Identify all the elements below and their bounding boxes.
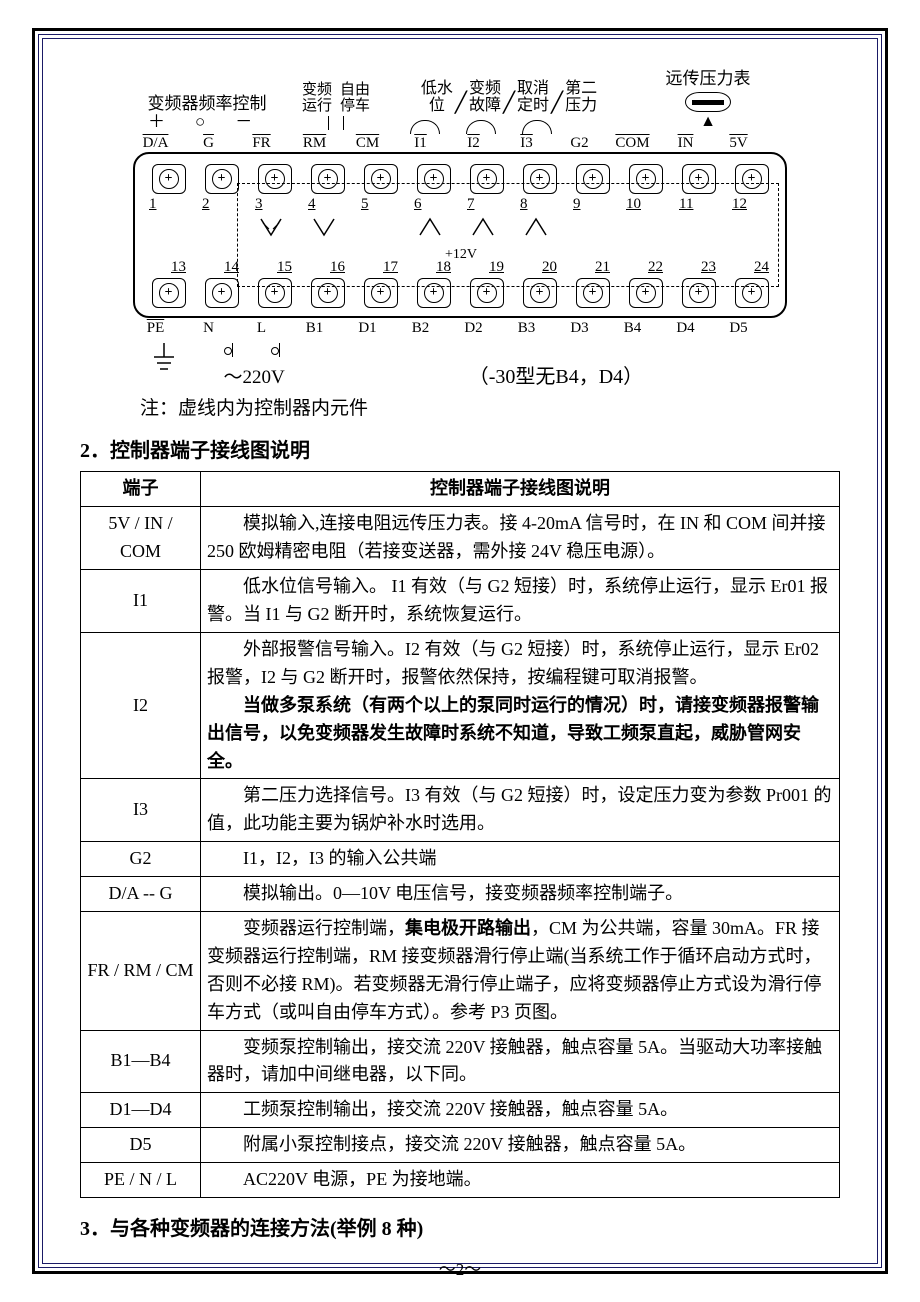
terminal-desc: AC220V 电源，PE 为接地端。 <box>201 1163 840 1198</box>
terminal-key: G2 <box>81 842 201 877</box>
i12v-label: +12V <box>445 247 477 263</box>
terminal-table: 端子 控制器端子接线图说明 5V / IN / COM模拟输入,连接电阻远传压力… <box>80 471 840 1197</box>
terminal-key: 5V / IN / COM <box>81 507 201 570</box>
terminal-key: D1—D4 <box>81 1093 201 1128</box>
power-label: ～220V <box>224 343 285 389</box>
terminal-desc: 变频器运行控制端，集电极开路输出，CM 为公共端，容量 30mA。FR 接变频器… <box>201 911 840 1030</box>
section2-heading: 2．控制器端子接线图说明 <box>80 434 840 463</box>
terminal-block: + + + + + + + + + + + + 12 <box>133 152 787 318</box>
switch-inputs-label: 低水位╱ 变频故障╱ 取消定时╱ 第二压力 <box>390 81 628 131</box>
table-row: 5V / IN / COM模拟输入,连接电阻远传压力表。接 4-20mA 信号时… <box>81 507 840 570</box>
terminal-desc: 模拟输出。0—10V 电压信号，接变频器频率控制端子。 <box>201 877 840 912</box>
table-row: D/A -- G模拟输出。0—10V 电压信号，接变频器频率控制端子。 <box>81 877 840 912</box>
terminal-desc: 低水位信号输入。 I1 有效（与 G2 短接）时，系统停止运行，显示 Er01 … <box>201 570 840 633</box>
table-row: FR / RM / CM变频器运行控制端，集电极开路输出，CM 为公共端，容量 … <box>81 911 840 1030</box>
table-row: I2外部报警信号输入。I2 有效（与 G2 短接）时，系统停止运行，显示 Er0… <box>81 632 840 778</box>
note-30-model: （-30型无B4，D4） <box>469 360 643 389</box>
note-dashed: 注：虚线内为控制器内元件 <box>140 393 840 420</box>
terminal-key: I2 <box>81 632 201 778</box>
vf-run-stop-label: 变频运行自由停车 <box>282 83 390 131</box>
terminal-desc: 第二压力选择信号。I3 有效（与 G2 短接）时，设定压力变为参数 Pr001 … <box>201 779 840 842</box>
terminal-key: B1—B4 <box>81 1030 201 1093</box>
table-row: I3第二压力选择信号。I3 有效（与 G2 短接）时，设定压力变为参数 Pr00… <box>81 779 840 842</box>
freq-ctrl-label: 变频器频率控制 ＋○－ <box>132 95 282 131</box>
row1-labels: D/A G FR RM CM I1 I2 I3 G2 COM IN 5V <box>132 134 788 152</box>
table-row: B1—B4变频泵控制输出，接交流 220V 接触器，触点容量 5A。当驱动大功率… <box>81 1030 840 1093</box>
table-row: D5附属小泵控制接点，接交流 220V 接触器，触点容量 5A。 <box>81 1128 840 1163</box>
table-row: I1低水位信号输入。 I1 有效（与 G2 短接）时，系统停止运行，显示 Er0… <box>81 570 840 633</box>
terminal-key: D/A -- G <box>81 877 201 912</box>
wiring-diagram: 变频器频率控制 ＋○－ 变频运行自由停车 低水位╱ <box>80 70 840 420</box>
terminal-key: FR / RM / CM <box>81 911 201 1030</box>
terminal-desc: 工频泵控制输出，接交流 220V 接触器，触点容量 5A。 <box>201 1093 840 1128</box>
ground-icon <box>152 372 180 387</box>
page-number: ～2～ <box>80 1255 840 1280</box>
terminal-key: PE / N / L <box>81 1163 201 1198</box>
table-head-terminal: 端子 <box>81 472 201 507</box>
table-row: D1—D4工频泵控制输出，接交流 220V 接触器，触点容量 5A。 <box>81 1093 840 1128</box>
terminal-key: I1 <box>81 570 201 633</box>
terminal-desc: 附属小泵控制接点，接交流 220V 接触器，触点容量 5A。 <box>201 1128 840 1163</box>
row2-labels: PE N L B1 D1 B2 D2 B3 D3 B4 D4 D5 <box>132 320 788 337</box>
terminal-key: I3 <box>81 779 201 842</box>
table-head-desc: 控制器端子接线图说明 <box>201 472 840 507</box>
section3-heading: 3．与各种变频器的连接方法(举例 8 种) <box>80 1212 840 1241</box>
terminal-desc: 外部报警信号输入。I2 有效（与 G2 短接）时，系统停止运行，显示 Er02 … <box>201 632 840 778</box>
table-row: PE / N / LAC220V 电源，PE 为接地端。 <box>81 1163 840 1198</box>
terminal-key: D5 <box>81 1128 201 1163</box>
remote-gauge-label: 远传压力表 ▲ <box>628 70 788 130</box>
table-row: G2I1，I2，I3 的输入公共端 <box>81 842 840 877</box>
terminal-desc: I1，I2，I3 的输入公共端 <box>201 842 840 877</box>
terminal-desc: 变频泵控制输出，接交流 220V 接触器，触点容量 5A。当驱动大功率接触器时，… <box>201 1030 840 1093</box>
terminal-desc: 模拟输入,连接电阻远传压力表。接 4-20mA 信号时，在 IN 和 COM 间… <box>201 507 840 570</box>
